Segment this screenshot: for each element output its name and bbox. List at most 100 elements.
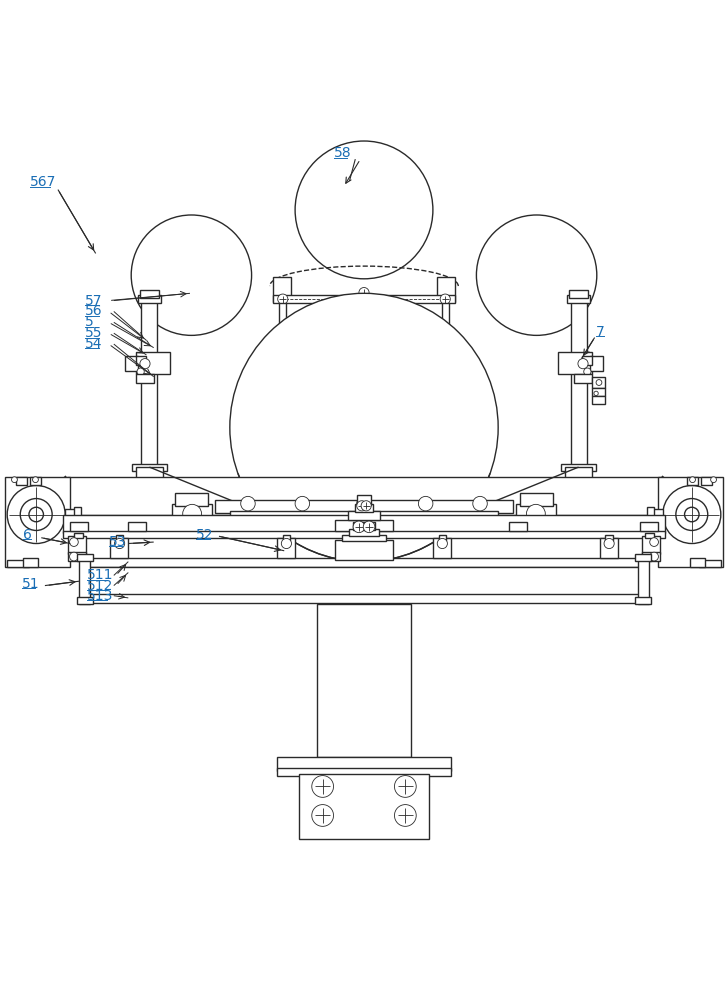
Circle shape	[649, 538, 658, 546]
Bar	[349, 529, 379, 536]
Bar	[636, 597, 651, 604]
Bar	[86, 594, 642, 603]
Bar	[138, 295, 161, 303]
Text: 5: 5	[84, 315, 93, 329]
Circle shape	[230, 293, 498, 562]
Bar	[348, 511, 380, 520]
Text: 58: 58	[333, 146, 351, 160]
Bar	[701, 477, 712, 485]
Bar	[215, 500, 513, 513]
Bar	[86, 567, 642, 596]
Bar	[440, 340, 451, 348]
Circle shape	[70, 552, 79, 561]
Text: 7: 7	[596, 325, 605, 339]
Bar	[135, 356, 146, 365]
Bar	[657, 477, 723, 567]
Circle shape	[604, 538, 614, 549]
Bar	[7, 560, 29, 567]
Bar	[135, 352, 170, 374]
Text: 52: 52	[196, 528, 213, 542]
Text: 6: 6	[23, 528, 32, 542]
Circle shape	[711, 477, 716, 483]
Bar	[140, 290, 159, 298]
Circle shape	[357, 496, 371, 511]
Text: 53: 53	[108, 535, 126, 549]
Circle shape	[359, 288, 369, 298]
Bar	[5, 477, 71, 567]
Bar	[593, 388, 606, 396]
Bar	[317, 604, 411, 757]
Circle shape	[689, 477, 695, 483]
Circle shape	[131, 215, 252, 335]
Circle shape	[472, 496, 487, 511]
Bar	[699, 560, 721, 567]
Bar	[279, 303, 286, 350]
Bar	[567, 295, 590, 303]
Bar	[442, 303, 449, 350]
Bar	[439, 535, 446, 541]
Bar	[63, 531, 665, 538]
Bar	[647, 507, 654, 523]
Bar	[68, 552, 86, 561]
Circle shape	[241, 496, 256, 511]
Bar	[71, 522, 88, 531]
Bar	[135, 467, 163, 489]
Circle shape	[363, 521, 375, 533]
Circle shape	[277, 294, 288, 304]
Bar	[230, 511, 498, 518]
Bar	[110, 538, 128, 558]
Text: 51: 51	[22, 577, 39, 591]
Bar	[516, 504, 556, 531]
Circle shape	[137, 368, 144, 375]
Bar	[640, 522, 657, 531]
Circle shape	[440, 294, 451, 304]
Bar	[128, 522, 146, 531]
Bar	[342, 535, 386, 541]
Bar	[582, 356, 593, 365]
Circle shape	[312, 776, 333, 797]
Bar	[277, 346, 288, 352]
Circle shape	[476, 215, 597, 335]
Circle shape	[295, 141, 433, 279]
Bar	[77, 597, 92, 604]
Bar	[67, 477, 661, 515]
Bar	[277, 340, 288, 348]
Bar	[561, 464, 596, 471]
Bar	[63, 515, 665, 533]
Bar	[124, 356, 138, 371]
Circle shape	[584, 368, 591, 375]
Bar	[574, 374, 593, 383]
Text: 56: 56	[84, 304, 103, 318]
Circle shape	[281, 538, 291, 549]
Bar	[437, 277, 455, 302]
Bar	[298, 774, 430, 839]
Bar	[571, 301, 587, 467]
Bar	[433, 538, 451, 558]
Bar	[273, 295, 455, 303]
Bar	[590, 356, 604, 371]
Bar	[86, 558, 642, 567]
Circle shape	[312, 805, 333, 826]
Bar	[558, 352, 593, 374]
Bar	[277, 768, 451, 776]
Circle shape	[183, 504, 202, 523]
Bar	[74, 507, 81, 523]
Circle shape	[20, 499, 52, 530]
Bar	[335, 520, 393, 531]
Bar	[509, 522, 527, 531]
Circle shape	[395, 805, 416, 826]
Text: 511: 511	[87, 568, 114, 582]
Bar	[277, 538, 295, 558]
Circle shape	[594, 391, 598, 396]
Text: 54: 54	[84, 337, 103, 351]
Bar	[355, 504, 373, 512]
Circle shape	[596, 380, 602, 385]
Bar	[116, 535, 123, 541]
Bar	[646, 533, 654, 538]
Circle shape	[438, 538, 448, 549]
Bar	[141, 301, 157, 467]
Bar	[31, 477, 41, 485]
Bar	[335, 540, 393, 560]
Circle shape	[33, 477, 39, 483]
Bar	[642, 536, 660, 554]
